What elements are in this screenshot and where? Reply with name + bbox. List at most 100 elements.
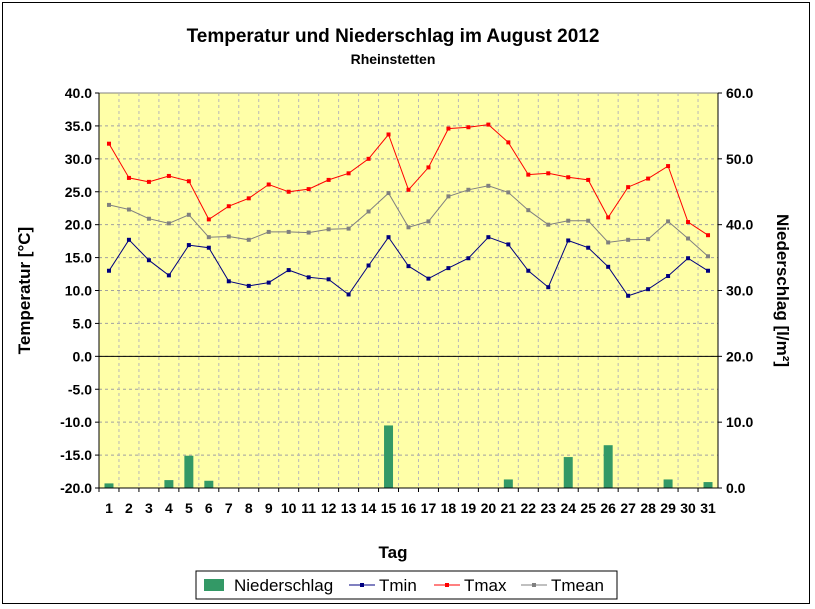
- point-tmax: [306, 187, 311, 192]
- x-tick-label: 2: [125, 500, 133, 516]
- point-tmean: [686, 236, 691, 241]
- point-tmin: [526, 268, 531, 273]
- point-tmax: [486, 122, 491, 127]
- x-tick-label: 21: [501, 500, 517, 516]
- y-axis-label-left: Temperatur [°C]: [15, 227, 34, 354]
- y-tick-label-left: -20.0: [60, 480, 92, 496]
- legend-label-tmean: Tmean: [551, 576, 604, 595]
- precip-bar: [184, 455, 194, 488]
- y-tick-label-right: 60.0: [726, 85, 753, 101]
- x-tick-label: 18: [441, 500, 457, 516]
- y-tick-label-left: 15.0: [65, 250, 92, 266]
- legend: Niederschlag Tmin Tmax Tmean: [195, 570, 618, 600]
- x-tick-label: 22: [521, 500, 537, 516]
- point-tmax: [506, 140, 511, 145]
- point-tmin: [306, 275, 311, 280]
- point-tmean: [346, 226, 351, 231]
- point-tmean: [366, 209, 371, 214]
- x-tick-label: 16: [401, 500, 417, 516]
- point-tmean: [706, 254, 711, 259]
- legend-label-tmax: Tmax: [464, 576, 507, 595]
- x-tick-label: 31: [700, 500, 716, 516]
- point-tmax: [466, 125, 471, 130]
- point-tmin: [286, 268, 291, 273]
- precip-bar: [663, 479, 673, 488]
- point-tmean: [146, 216, 151, 221]
- point-tmean: [646, 237, 651, 242]
- point-tmin: [106, 268, 111, 273]
- precip-bar: [603, 445, 613, 488]
- precip-bars: [104, 425, 713, 488]
- x-tick-label: 4: [165, 500, 173, 516]
- point-tmax: [406, 187, 411, 192]
- point-tmax: [226, 204, 231, 209]
- point-tmax: [266, 182, 271, 187]
- legend-marker-tmin: [360, 583, 364, 587]
- precip-bar: [563, 457, 573, 488]
- point-tmax: [566, 175, 571, 180]
- point-tmean: [106, 202, 111, 207]
- point-tmean: [446, 194, 451, 199]
- point-tmean: [226, 234, 231, 239]
- point-tmean: [486, 183, 491, 188]
- point-tmean: [626, 237, 631, 242]
- x-tick-label: 26: [600, 500, 616, 516]
- point-tmax: [446, 126, 451, 131]
- point-tmax: [546, 171, 551, 176]
- x-tick-label: 7: [225, 500, 233, 516]
- point-tmax: [126, 175, 131, 180]
- point-tmin: [646, 287, 651, 292]
- x-tick-label: 12: [321, 500, 337, 516]
- legend-label-niederschlag: Niederschlag: [234, 576, 333, 595]
- point-tmax: [246, 196, 251, 201]
- point-tmean: [606, 240, 611, 245]
- point-tmean: [286, 229, 291, 234]
- gridlines: [99, 93, 718, 488]
- point-tmean: [526, 208, 531, 213]
- x-tick-label: 6: [205, 500, 213, 516]
- legend-marker-tmean: [532, 583, 536, 587]
- point-tmin: [666, 274, 671, 279]
- point-tmax: [526, 172, 531, 177]
- y-tick-label-left: 25.0: [65, 184, 92, 200]
- x-tick-label: 9: [265, 500, 273, 516]
- temperature-lines: [106, 122, 711, 298]
- point-tmin: [266, 280, 271, 285]
- point-tmin: [246, 283, 251, 288]
- y-tick-label-left: -10.0: [60, 414, 92, 430]
- point-tmin: [466, 256, 471, 261]
- x-tick-label: 3: [145, 500, 153, 516]
- point-tmax: [606, 215, 611, 220]
- x-tick-label: 10: [281, 500, 297, 516]
- y-tick-label-right: 0.0: [726, 480, 746, 496]
- point-tmean: [426, 219, 431, 224]
- point-tmean: [306, 230, 311, 235]
- point-tmax: [106, 141, 111, 146]
- y-tick-label-left: -15.0: [60, 447, 92, 463]
- y-tick-label-left: 20.0: [65, 217, 92, 233]
- point-tmean: [326, 227, 331, 232]
- x-tick-label: 30: [680, 500, 696, 516]
- y-tick-label-right: 40.0: [726, 217, 753, 233]
- point-tmax: [686, 220, 691, 225]
- point-tmax: [206, 217, 211, 222]
- precip-bar: [384, 425, 394, 488]
- point-tmean: [246, 237, 251, 242]
- x-tick-label: 25: [580, 500, 596, 516]
- point-tmax: [626, 185, 631, 190]
- point-tmean: [666, 219, 671, 224]
- y-tick-label-left: 0.0: [73, 348, 93, 364]
- point-tmin: [326, 277, 331, 282]
- point-tmax: [706, 233, 711, 238]
- y-tick-label-left: 5.0: [73, 315, 93, 331]
- point-tmin: [486, 235, 491, 240]
- point-tmean: [506, 190, 511, 195]
- point-tmean: [566, 218, 571, 223]
- legend-swatch-niederschlag: [204, 579, 224, 591]
- x-tick-label: 5: [185, 500, 193, 516]
- precip-bar: [703, 482, 713, 488]
- x-tick-label: 29: [660, 500, 676, 516]
- precip-bar: [204, 480, 214, 488]
- point-tmin: [586, 245, 591, 250]
